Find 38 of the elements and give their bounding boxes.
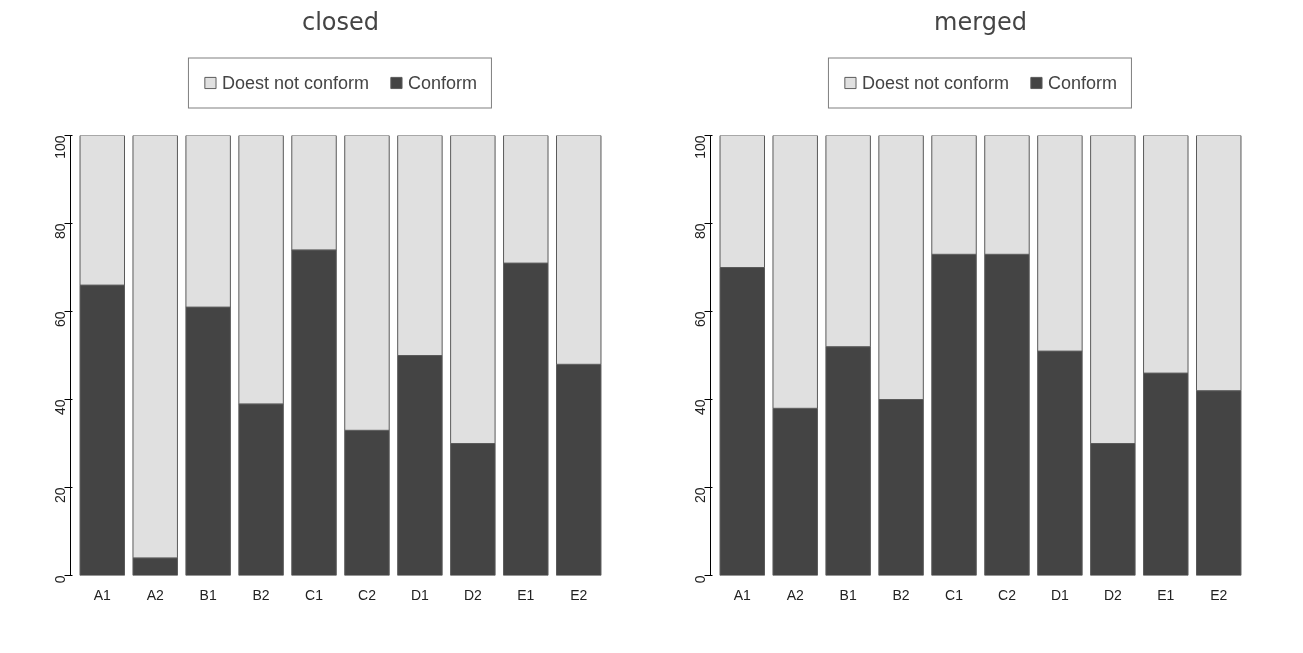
- x-tick-label: D1: [1050, 586, 1070, 603]
- chart-title: closed: [301, 7, 380, 36]
- y-tick-label: 100: [691, 135, 708, 159]
- y-tick-label: 60: [691, 311, 708, 328]
- y-tick-label: 100: [51, 135, 68, 159]
- x-tick-label: A2: [786, 586, 804, 603]
- legend-label: Doest not conform: [861, 72, 1010, 93]
- x-tick-label: C2: [998, 586, 1017, 603]
- x-tick-label: B1: [199, 586, 217, 603]
- y-tick-label: 20: [51, 487, 68, 504]
- x-tick-label: C1: [945, 586, 964, 603]
- y-tick-label: 0: [51, 575, 68, 584]
- x-tick-label: A1: [93, 586, 112, 603]
- y-tick-label: 80: [691, 223, 708, 240]
- x-tick-label: A2: [146, 586, 164, 603]
- y-tick-label: 80: [51, 223, 68, 240]
- x-tick-label: B2: [892, 586, 910, 603]
- x-tick-label: D2: [1103, 586, 1123, 603]
- x-tick-label: E2: [1210, 586, 1228, 603]
- x-tick-label: D1: [410, 586, 430, 603]
- x-tick-label: E2: [570, 586, 588, 603]
- x-tick-label: A1: [733, 586, 752, 603]
- y-tick-label: 40: [51, 399, 68, 416]
- legend-label: Conform: [408, 72, 478, 93]
- x-tick-label: B1: [839, 586, 857, 603]
- x-tick-label: B2: [252, 586, 270, 603]
- y-tick-label: 0: [691, 575, 708, 584]
- y-tick-label: 20: [691, 487, 708, 504]
- legend-label: Doest not conform: [221, 72, 370, 93]
- x-tick-label: C2: [358, 586, 377, 603]
- x-tick-label: C1: [305, 586, 324, 603]
- x-tick-label: E1: [1157, 586, 1175, 603]
- x-tick-label: E1: [517, 586, 535, 603]
- chart-title: merged: [934, 7, 1027, 36]
- legend-label: Conform: [1048, 72, 1118, 93]
- x-tick-label: D2: [463, 586, 483, 603]
- y-tick-label: 40: [691, 399, 708, 416]
- y-tick-label: 60: [51, 311, 68, 328]
